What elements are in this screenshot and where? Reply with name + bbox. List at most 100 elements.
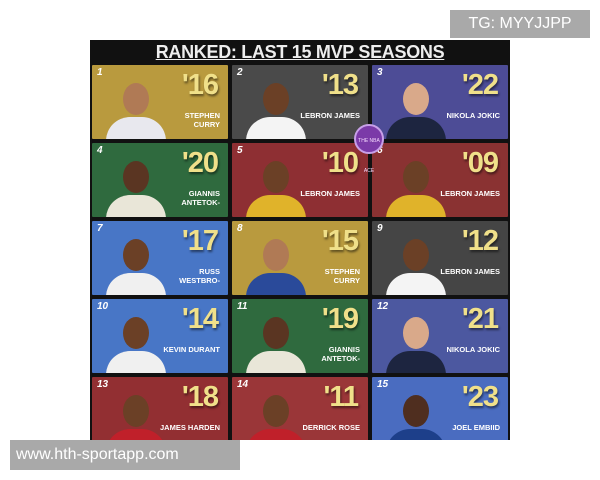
card-rank: 5 [237,145,243,156]
player-head [263,395,289,427]
mvp-card: 12 '21 NIKOLA JOKIC [372,299,508,373]
player-photo [106,313,166,373]
card-player-name: NIKOLA JOKIC [446,111,500,120]
card-player-name: LEBRON JAMES [300,189,360,198]
card-season-year: '20 [181,147,219,179]
player-photo [246,157,306,217]
card-season-year: '23 [461,381,499,413]
card-season-year: '12 [461,225,499,257]
player-head [403,395,429,427]
player-photo [386,157,446,217]
player-photo [106,79,166,139]
player-head [263,161,289,193]
card-player-name: JAMES HARDEN [160,423,221,432]
player-jersey [386,117,446,139]
player-head [123,161,149,193]
card-player-name: LEBRON JAMES [440,189,500,198]
player-jersey [246,351,306,373]
mvp-card: 13 '18 JAMES HARDEN [92,377,228,440]
player-photo [106,391,166,440]
mvp-card: 8 '15 STEPHEN CURRY [232,221,368,295]
mvp-card: 4 '20 GIANNIS ANTETOK- [92,143,228,217]
player-jersey [386,273,446,295]
mvp-card: 6 '09 LEBRON JAMES [372,143,508,217]
player-jersey [386,195,446,217]
graphic-title: RANKED: LAST 15 MVP SEASONS [155,42,445,62]
nba-ace-logo: THE NBA ACE [354,124,384,174]
watermark-bottom: www.hth-sportapp.com [10,440,240,470]
player-jersey [106,273,166,295]
card-player-name: STEPHEN CURRY [184,111,220,129]
player-photo [246,235,306,295]
watermark-top: TG: MYYJJPP [450,10,590,38]
player-jersey [106,195,166,217]
player-jersey [106,429,166,440]
player-jersey [246,273,306,295]
card-season-year: '21 [461,303,499,335]
player-head [123,395,149,427]
card-rank: 10 [97,301,109,312]
card-player-name: GIANNIS ANTETOK- [181,189,220,207]
card-player-name: LEBRON JAMES [300,111,360,120]
player-photo [386,391,446,440]
card-rank: 12 [377,301,389,312]
card-rank: 13 [97,379,109,390]
card-rank: 1 [97,67,103,78]
card-rank: 4 [97,145,103,156]
card-season-year: '22 [461,69,499,101]
mvp-card: 3 '22 NIKOLA JOKIC [372,65,508,139]
mvp-card: 2 '13 LEBRON JAMES [232,65,368,139]
card-rank: 2 [237,67,243,78]
card-player-name: LEBRON JAMES [440,267,500,276]
card-season-year: '13 [321,69,359,101]
player-photo [246,79,306,139]
card-rank: 14 [237,379,249,390]
card-player-name: DERRICK ROSE [302,423,360,432]
card-rank: 8 [237,223,243,234]
card-season-year: '17 [181,225,219,257]
player-photo [106,235,166,295]
player-jersey [246,429,306,440]
mvp-card: 9 '12 LEBRON JAMES [372,221,508,295]
player-photo [246,313,306,373]
player-head [403,83,429,115]
player-head [123,317,149,349]
mvp-card: 10 '14 KEVIN DURANT [92,299,228,373]
player-head [403,161,429,193]
card-rank: 11 [237,301,248,312]
player-jersey [246,195,306,217]
card-rank: 6 [377,145,383,156]
player-jersey [386,351,446,373]
player-head [123,239,149,271]
mvp-card: 11 '19 GIANNIS ANTETOK- [232,299,368,373]
card-season-year: '18 [181,381,219,413]
card-player-name: RUSS WESTBRO- [179,267,220,285]
card-season-year: '15 [321,225,359,257]
player-photo [386,313,446,373]
mvp-card: 5 '10 LEBRON JAMES [232,143,368,217]
mvp-card: 1 '16 STEPHEN CURRY [92,65,228,139]
player-head [263,317,289,349]
card-season-year: '11 [323,381,359,413]
card-player-name: GIANNIS ANTETOK- [321,345,360,363]
card-rank: 7 [97,223,103,234]
player-head [263,239,289,271]
mvp-card: 14 '11 DERRICK ROSE [232,377,368,440]
player-photo [386,79,446,139]
player-photo [106,157,166,217]
player-head [123,83,149,115]
player-jersey [106,117,166,139]
card-season-year: '16 [181,69,219,101]
card-season-year: '10 [321,147,359,179]
player-jersey [246,117,306,139]
player-head [263,83,289,115]
card-season-year: '09 [461,147,499,179]
player-photo [246,391,306,440]
player-photo [386,235,446,295]
mvp-card: 15 '23 JOEL EMBIID [372,377,508,440]
mvp-card: 7 '17 RUSS WESTBRO- [92,221,228,295]
card-player-name: STEPHEN CURRY [324,267,360,285]
card-player-name: JOEL EMBIID [452,423,500,432]
card-rank: 9 [377,223,383,234]
mvp-ranking-graphic: RANKED: LAST 15 MVP SEASONS 1 '16 STEPHE… [90,40,510,440]
